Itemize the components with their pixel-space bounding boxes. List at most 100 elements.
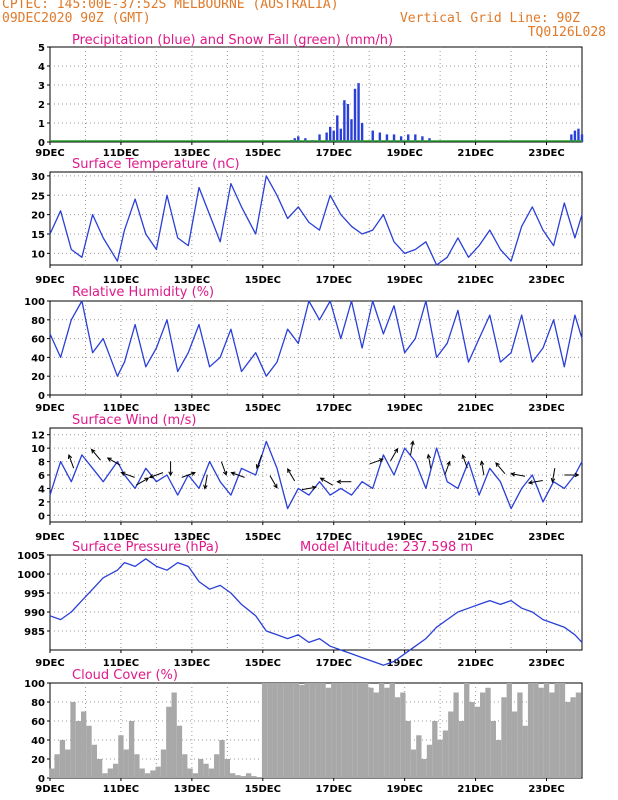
cloud-bar: [155, 766, 161, 778]
precip-bar: [297, 136, 300, 142]
cloud-bar: [272, 683, 278, 778]
cloud-bar: [341, 683, 348, 778]
cloud-bar: [65, 749, 71, 778]
cloud-bar: [320, 683, 326, 778]
wind-arrow: [479, 460, 485, 476]
x-tick-label: 11DEC: [103, 532, 139, 543]
cloud-bar: [421, 759, 427, 778]
cloud-bar: [347, 683, 353, 778]
precip-bar: [353, 88, 357, 142]
x-tick-label: 17DEC: [316, 532, 352, 543]
wind-arrow: [550, 468, 556, 483]
y-tick-label: 100: [24, 297, 45, 308]
cloud-bar: [565, 702, 571, 778]
precip-bar: [580, 134, 584, 142]
x-tick-label: 23DEC: [528, 275, 564, 286]
cloud-bar: [219, 740, 225, 778]
wind-arrow: [90, 448, 101, 461]
precip-bar: [350, 119, 353, 142]
y-tick-label: 2: [38, 498, 45, 509]
precip-bar: [360, 123, 364, 142]
cloud-bar: [410, 749, 417, 778]
cloud-bar: [517, 692, 523, 778]
series-line: [49, 440, 583, 510]
wind-arrow: [410, 440, 415, 456]
panel-3: 0 2 4 6 8 10 12 9DEC 11DEC 13DEC 15DEC 17DEC 19DEC 21…: [31, 413, 583, 543]
wind-arrow: [527, 480, 543, 485]
wind-arrow: [510, 472, 526, 477]
cloud-bar: [570, 697, 576, 778]
x-tick-label: 21DEC: [457, 658, 493, 669]
y-tick-label: 4: [38, 62, 45, 73]
y-tick-label: 60: [31, 335, 45, 346]
x-tick-label: 21DEC: [457, 403, 493, 414]
cloud-bar: [426, 744, 433, 778]
wind-arrow: [301, 485, 317, 491]
cloud-bar: [549, 692, 555, 778]
x-tick-label: 9DEC: [35, 532, 64, 543]
panel-annotation: Model Altitude: 237.598 m: [300, 540, 473, 555]
precip-bar: [357, 83, 360, 142]
panel-title: Precipitation (blue) and Snow Fall (gree…: [72, 33, 393, 48]
x-tick-label: 15DEC: [245, 658, 281, 669]
x-tick-label: 23DEC: [528, 532, 564, 543]
precip-bar: [378, 132, 382, 142]
wind-arrow: [120, 471, 135, 478]
x-tick-label: 19DEC: [386, 275, 422, 286]
cloud-bar: [118, 735, 124, 778]
cloud-bar: [54, 754, 60, 778]
precip-bar: [573, 130, 577, 142]
cloud-bar: [229, 773, 236, 778]
cloud-bar: [224, 759, 230, 778]
cloud-bar: [288, 683, 294, 778]
y-tick-label: 0: [38, 138, 45, 149]
wind-arrow: [336, 479, 352, 484]
y-tick-label: 12: [31, 431, 45, 442]
cloud-bar: [187, 768, 193, 778]
y-tick-label: 1005: [17, 551, 45, 562]
cloud-bar: [511, 711, 518, 778]
panel-frame: [49, 171, 583, 266]
cloud-bar: [160, 749, 167, 778]
cloud-bar: [373, 692, 379, 778]
y-tick-label: 1000: [17, 570, 45, 581]
cloud-bar: [171, 692, 177, 778]
cloud-bar: [522, 725, 528, 778]
cloud-bar: [389, 683, 395, 778]
x-tick-label: 17DEC: [316, 403, 352, 414]
cloud-bar: [198, 759, 204, 778]
cloud-bar: [261, 683, 268, 778]
cloud-bar: [203, 763, 209, 778]
cloud-bar: [458, 721, 465, 778]
cloud-bar: [336, 683, 342, 778]
x-tick-label: 21DEC: [457, 532, 493, 543]
y-tick-label: 20: [31, 211, 45, 222]
wind-arrow: [444, 460, 451, 476]
precip-bar: [407, 134, 410, 142]
precip-bar: [371, 130, 374, 142]
x-tick-label: 23DEC: [528, 784, 564, 795]
cloud-bar: [416, 735, 422, 778]
cloud-bar: [448, 711, 454, 778]
cloud-bar: [474, 706, 481, 778]
y-tick-label: 0: [38, 774, 45, 785]
cloud-bar: [362, 683, 369, 778]
y-tick-label: 8: [38, 458, 45, 469]
panel-title: Cloud Cover (%): [72, 668, 178, 683]
y-tick-label: 0: [38, 511, 45, 522]
wind-arrow: [67, 453, 75, 469]
cloud-bar: [182, 754, 188, 778]
x-tick-label: 23DEC: [528, 403, 564, 414]
precip-bar: [304, 138, 307, 142]
precip-bar: [577, 128, 580, 142]
x-tick-label: 15DEC: [245, 784, 281, 795]
y-tick-label: 6: [38, 471, 45, 482]
x-tick-label: 13DEC: [174, 148, 210, 159]
cloud-bar: [442, 730, 449, 778]
precip-bar: [414, 134, 417, 142]
cloud-bar: [464, 683, 470, 778]
cloud-bar: [176, 725, 183, 778]
cloud-bar: [352, 683, 358, 778]
cloud-bar: [251, 776, 257, 778]
cloud-bar: [256, 777, 262, 778]
